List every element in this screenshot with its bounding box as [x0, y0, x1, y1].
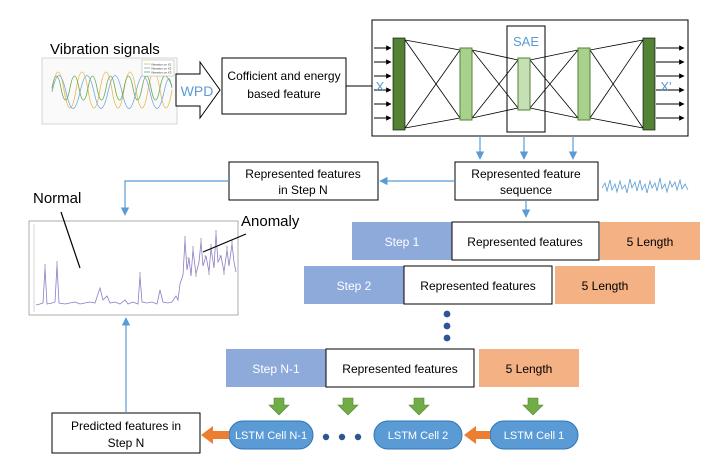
sae-hidden-layer-1	[459, 47, 473, 121]
stacked-autoencoder: X X' SAE	[371, 19, 689, 137]
predicted-box-line2: Step N	[108, 436, 145, 450]
lstm-cell-2	[373, 420, 463, 450]
step-row-2-length: 5 Length	[582, 279, 629, 293]
sequence-box-line2: sequence	[500, 183, 552, 197]
sae-bottleneck-frame	[506, 25, 546, 133]
anomaly-plot: Normal Anomaly	[28, 190, 300, 316]
represented-features-step-n-box: Represented features in Step N	[228, 161, 379, 201]
vibration-title: Vibration signals	[50, 41, 160, 58]
step-row-n-1-length: 5 Length	[506, 362, 553, 376]
stepn-box-line1: Represented features	[245, 167, 360, 181]
anomaly-pointer	[202, 233, 247, 253]
step-row-1-step: Step 1	[385, 235, 420, 249]
lstm-ellipsis	[322, 433, 362, 441]
anomaly-markers	[44, 230, 233, 277]
feature-box-line1: Cofficient and energy	[227, 69, 340, 83]
vibration-thumbnail: Vibration on X1 Vibration on X2 Vibratio…	[41, 57, 178, 125]
step-row-2-features: Represented features	[420, 279, 535, 293]
lstm-input-arrow-4	[522, 397, 544, 416]
lstm-input-arrow-2	[337, 397, 359, 416]
sae-input-label: X	[376, 79, 385, 94]
coefficient-energy-feature-box: Cofficient and energy based feature	[221, 57, 347, 115]
sae-bottleneck-label: SAE	[513, 34, 539, 49]
lstm-arrow-to-output	[201, 426, 229, 444]
vibration-legend-3: Vibration on X3	[151, 71, 172, 75]
wpd-label: WPD	[181, 83, 214, 99]
lstm-cell-2-label: LSTM Cell 2	[388, 430, 449, 442]
sae-output-arrows	[656, 45, 685, 121]
sae-output-layer	[642, 37, 656, 131]
sae-input-layer	[392, 37, 406, 131]
lstm-cell-1-label: LSTM Cell 1	[504, 430, 565, 442]
step-row-n-1: Step N-1 Represented features 5 Length	[226, 348, 579, 388]
sae-bottleneck-layer	[517, 57, 531, 111]
lstm-input-arrow-1	[268, 397, 290, 416]
wpd-arrow: WPD	[175, 60, 221, 120]
step-ellipsis	[443, 310, 451, 342]
sae-input-arrows	[374, 45, 392, 121]
predicted-box-line1: Predicted features in	[71, 419, 181, 433]
predicted-features-box: Predicted features in Step N	[51, 412, 201, 454]
step-row-1-length: 5 Length	[627, 235, 674, 249]
step-row-n-1-features: Represented features	[342, 362, 457, 376]
stepn-to-plot-arrow	[120, 180, 229, 216]
lstm-input-arrows	[268, 397, 544, 416]
step-row-1: Step 1 Represented features 5 Length	[352, 221, 700, 261]
vibration-legend-2: Vibration on X2	[151, 67, 172, 71]
stepn-box-line2: in Step N	[278, 183, 327, 197]
vibration-legend-1: Vibration on X1	[151, 63, 172, 67]
anomaly-label: Anomaly	[241, 213, 300, 230]
sae-hidden-layer-2	[577, 47, 591, 121]
represented-feature-sequence-box: Represented feature sequence	[454, 161, 599, 201]
sae-to-sequence-arrows	[475, 136, 578, 160]
sae-output-label: X'	[660, 79, 671, 94]
step-row-2-step: Step 2	[337, 279, 372, 293]
lstm-chain: LSTM Cell N-1 LSTM Cell 2 LSTM Cell 1	[201, 420, 579, 450]
feature-box-line2: based feature	[247, 87, 321, 101]
step-row-2: Step 2 Represented features 5 Length	[304, 265, 655, 305]
normal-pointer	[60, 211, 81, 269]
step-row-n-1-step: Step N-1	[252, 362, 300, 376]
lstm-arrow-1-to-2	[464, 426, 490, 444]
vibration-wave-2	[51, 75, 173, 109]
lstm-input-arrow-3	[408, 397, 430, 416]
sequence-box-line1: Represented feature	[471, 167, 581, 181]
normal-label: Normal	[33, 190, 81, 207]
step-row-1-features: Represented features	[467, 235, 582, 249]
vibration-wave-3	[51, 75, 173, 101]
feature-sequence-signal	[601, 177, 689, 194]
anomaly-plot-frame	[28, 220, 239, 316]
lstm-cell-n-1-label: LSTM Cell N-1	[235, 430, 307, 442]
